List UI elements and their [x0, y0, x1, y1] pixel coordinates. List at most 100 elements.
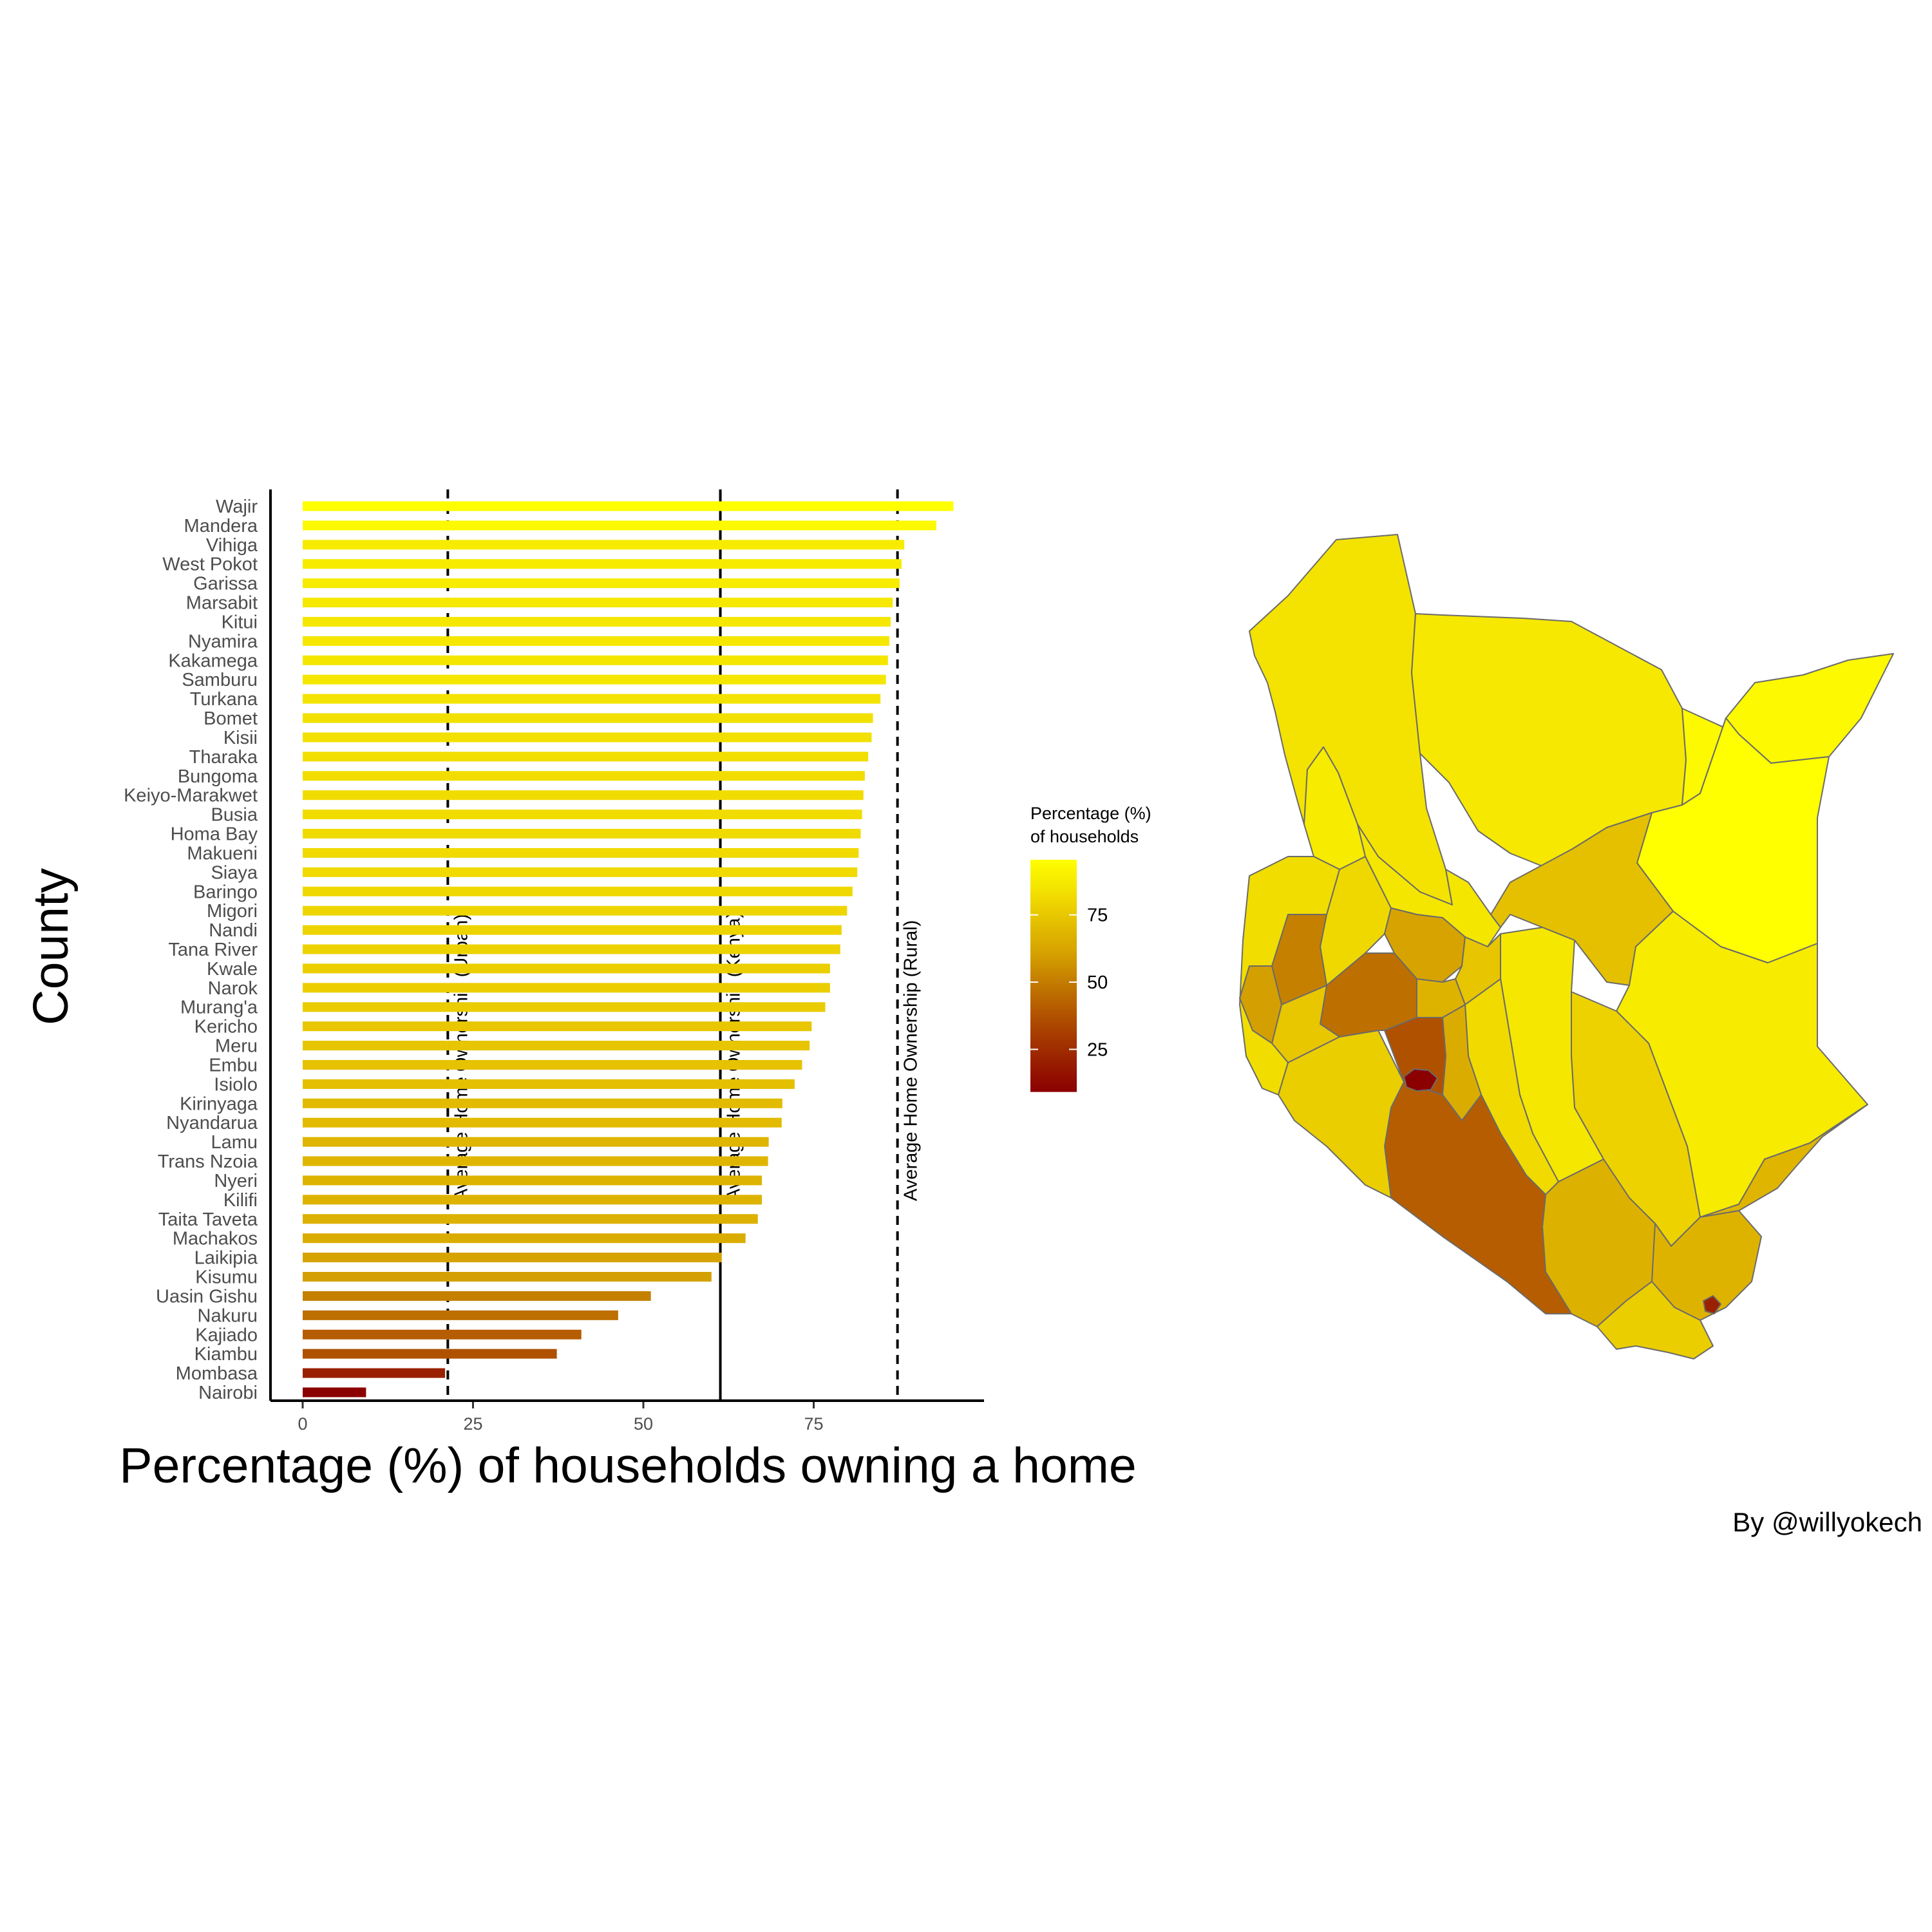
county-label: Nairobi: [198, 1383, 258, 1403]
bar-mandera: [303, 520, 936, 531]
bar-turkana: [303, 694, 881, 704]
author-caption: By @willyokech: [1732, 1507, 1922, 1537]
legend-tick-label: 25: [1087, 1039, 1108, 1060]
bar-narok: [303, 983, 830, 993]
legend-gradient-segment: [1030, 937, 1077, 940]
bar-kakamega: [303, 655, 888, 665]
legend-gradient-segment: [1030, 927, 1077, 930]
legend-gradient-segment: [1030, 904, 1077, 907]
bar-isiolo: [303, 1079, 795, 1089]
legend-gradient-segment: [1030, 1012, 1077, 1015]
legend-gradient-segment: [1030, 999, 1077, 1002]
legend-gradient-segment: [1030, 867, 1077, 871]
legend-gradient-segment: [1030, 1014, 1077, 1018]
county-label: Tana River: [168, 940, 258, 960]
legend-gradient-segment: [1030, 1076, 1077, 1079]
county-label: Bungoma: [178, 766, 258, 787]
legend-gradient-segment: [1030, 891, 1077, 894]
reference-line-label-0: Average Home Ownership (Urban): [451, 914, 471, 1201]
legend-gradient-segment: [1030, 1066, 1077, 1069]
county-label: Taita Taveta: [158, 1209, 258, 1230]
legend-gradient-segment: [1030, 911, 1077, 914]
county-label: Siaya: [211, 862, 258, 883]
legend-gradient-segment: [1030, 862, 1077, 866]
bar-chart-panel: Average Home Ownership (Urban) Average Ho…: [23, 489, 1137, 1493]
legend-gradient-segment: [1030, 1043, 1077, 1046]
legend-gradient-segment: [1030, 906, 1077, 909]
bar-machakos: [303, 1233, 746, 1244]
county-label: Kilifi: [223, 1190, 258, 1211]
legend-gradient-segment: [1030, 1040, 1077, 1043]
legend-gradient-segment: [1030, 996, 1077, 999]
legend-gradient-segment: [1030, 932, 1077, 935]
legend-gradient-segment: [1030, 973, 1077, 976]
legend-gradient-segment: [1030, 1017, 1077, 1020]
legend-gradient-segment: [1030, 1081, 1077, 1084]
legend-gradient-segment: [1030, 1053, 1077, 1056]
legend-gradient-segment: [1030, 929, 1077, 933]
bar-nandi: [303, 925, 842, 935]
bar-homa-bay: [303, 829, 861, 839]
bar-kericho: [303, 1021, 812, 1032]
county-label: Tharaka: [189, 747, 258, 768]
legend-gradient-segment: [1030, 947, 1077, 951]
bar-garissa: [303, 578, 900, 589]
bar-kisii: [303, 732, 872, 743]
legend-gradient-segment: [1030, 989, 1077, 992]
x-tick-label: 50: [634, 1414, 653, 1434]
bar-nairobi: [303, 1387, 366, 1397]
legend-gradient-segment: [1030, 893, 1077, 896]
county-label: Turkana: [190, 689, 258, 710]
legend-gradient-segment: [1030, 950, 1077, 953]
map-county-laikipia: [1384, 907, 1466, 983]
bar-lamu: [303, 1137, 769, 1147]
legend-gradient-segment: [1030, 1074, 1077, 1077]
legend-gradient-segment: [1030, 1035, 1077, 1038]
legend-gradient-segment: [1030, 983, 1077, 987]
county-label: Nandi: [209, 920, 258, 941]
county-label: Kajiado: [195, 1325, 258, 1345]
county-label: Machakos: [173, 1229, 258, 1249]
legend-gradient-segment: [1030, 1004, 1077, 1007]
bar-taita-taveta: [303, 1214, 758, 1224]
bar-trans-nzoia: [303, 1156, 768, 1166]
bar-samburu: [303, 674, 886, 685]
bar-laikipia: [303, 1253, 722, 1263]
bar-series: [303, 501, 954, 1397]
map-county-mombasa: [1703, 1295, 1721, 1314]
color-legend: Percentage (%) of households 25 50 75: [1030, 804, 1151, 1092]
bar-uasin-gishu: [303, 1291, 651, 1301]
x-tick-label: 0: [298, 1414, 307, 1434]
legend-gradient-segment: [1030, 1084, 1077, 1087]
x-axis-title: Percentage (%) of households owning a ho…: [119, 1438, 1136, 1493]
legend-gradient-segment: [1030, 1068, 1077, 1072]
legend-gradient-segment: [1030, 1007, 1077, 1010]
county-label: Kisii: [223, 728, 258, 748]
county-label: Trans Nzoia: [158, 1151, 258, 1172]
legend-gradient-segment: [1030, 981, 1077, 984]
legend-gradient-segment: [1030, 1025, 1077, 1028]
county-label: Busia: [211, 805, 258, 826]
legend-gradient-segment: [1030, 960, 1077, 963]
legend-gradient-segment: [1030, 968, 1077, 971]
county-label: Uasin Gishu: [156, 1286, 258, 1307]
legend-gradient-segment: [1030, 1045, 1077, 1048]
legend-gradient-segment: [1030, 958, 1077, 961]
legend-gradient-segment: [1030, 955, 1077, 958]
bar-kiambu: [303, 1349, 557, 1359]
legend-gradient-segment: [1030, 991, 1077, 994]
legend-gradient-segment: [1030, 1071, 1077, 1074]
legend-gradient-segment: [1030, 1019, 1077, 1023]
county-label: Kiambu: [194, 1344, 258, 1365]
legend-gradient-segment: [1030, 875, 1077, 878]
legend-gradient-segment: [1030, 1079, 1077, 1082]
county-label: Garissa: [193, 574, 258, 594]
legend-gradient-segment: [1030, 1058, 1077, 1061]
legend-title-line-1: Percentage (%): [1030, 804, 1151, 823]
legend-ticks: 25 50 75: [1030, 905, 1108, 1060]
bar-kilifi: [303, 1195, 762, 1205]
county-label: Lamu: [211, 1132, 258, 1153]
bar-tana-river: [303, 944, 840, 954]
legend-gradient-segment: [1030, 888, 1077, 891]
